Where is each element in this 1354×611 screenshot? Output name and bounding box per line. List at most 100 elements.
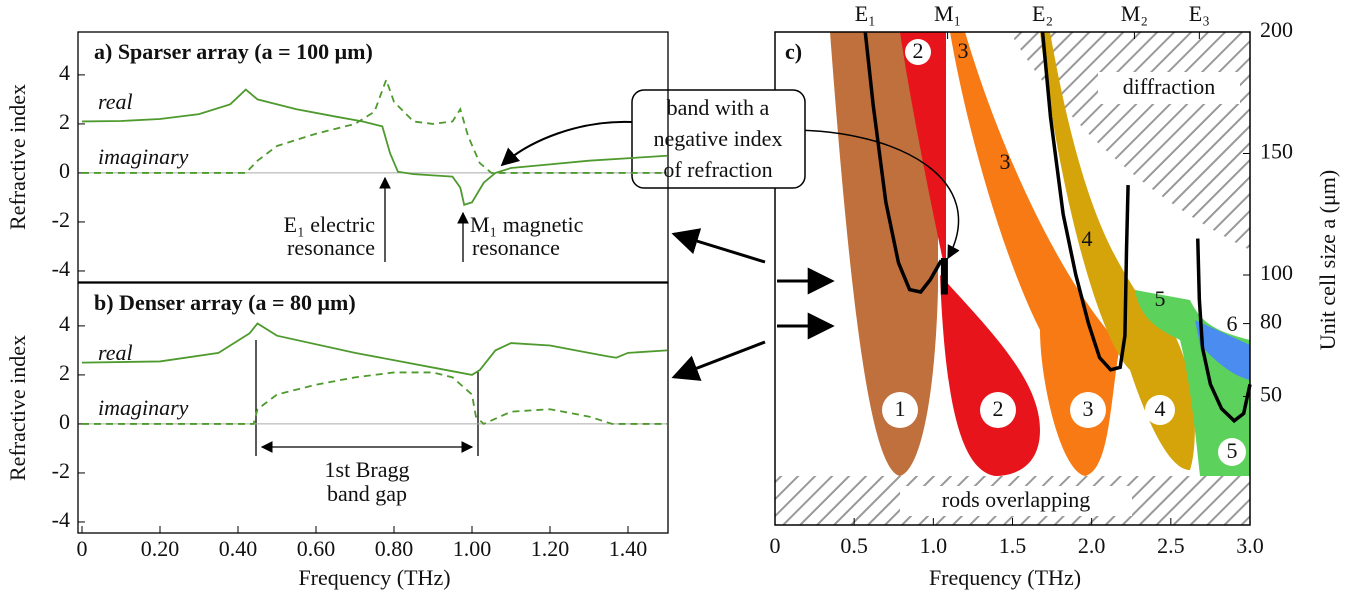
arrow	[500, 120, 633, 167]
callout-box	[631, 89, 806, 189]
band-label: 5	[1227, 438, 1238, 463]
callout-text: band with a	[667, 95, 770, 120]
band-label: 4	[1155, 396, 1166, 421]
x-tick-label: 0.60	[297, 536, 336, 561]
series-label: real	[98, 89, 133, 114]
frame	[77, 31, 669, 283]
y-tick-label: 0	[59, 409, 70, 434]
band-label: 2	[993, 396, 1004, 421]
x2-tick-label: E₃	[1189, 1, 1210, 26]
x-tick-label: 1.0	[920, 533, 948, 558]
x-tick-label: 3.0	[1236, 533, 1264, 558]
series-line	[82, 77, 667, 174]
arrow	[789, 129, 960, 260]
y-tick-label: 0	[59, 158, 70, 183]
band-label: 3	[1000, 149, 1011, 174]
x-tick-label: 2.5	[1157, 533, 1185, 558]
callout-text: negative index	[654, 126, 783, 151]
x-tick-label: 1.5	[999, 533, 1027, 558]
annotation: 1st Bragg	[325, 457, 410, 482]
band-label: 2	[913, 38, 924, 63]
band-label-circle	[1145, 395, 1175, 425]
band-label-circle	[1218, 438, 1246, 466]
callout-text: of refraction	[663, 157, 772, 182]
band-label: 6	[1227, 311, 1238, 336]
series-line	[1196, 238, 1252, 424]
band-label: 1	[895, 396, 906, 421]
x-tick-label: 0	[770, 533, 781, 558]
arrow	[671, 340, 766, 381]
x-tick-label: 0	[77, 536, 88, 561]
series-label: real	[98, 340, 133, 365]
band-label: 3	[958, 38, 969, 63]
y-tick-label: -2	[52, 207, 70, 232]
band-label-circle	[905, 39, 931, 65]
annotation: resonance	[472, 235, 560, 260]
panel-ab-annotations	[255, 176, 479, 456]
y-axis-label: Refractive index	[5, 84, 30, 230]
x2-tick-label: E₁	[855, 1, 876, 26]
series-line	[81, 88, 668, 206]
x-tick-label: 2.0	[1078, 533, 1106, 558]
region-label: rods overlapping	[942, 487, 1090, 512]
band-label-circle	[1070, 392, 1106, 428]
y-axis-label: Unit cell size a (μm)	[1315, 170, 1340, 350]
series-line	[81, 322, 668, 376]
y-tick-label: 150	[1260, 139, 1293, 164]
y-tick-label: 100	[1260, 260, 1293, 285]
x-tick-label: 0.20	[141, 536, 180, 561]
y-tick-label: 4	[59, 60, 70, 85]
x-tick-label: 0.40	[219, 536, 258, 561]
series-line	[1040, 31, 1130, 372]
y-tick-label: 200	[1260, 17, 1293, 42]
band-2	[940, 275, 1040, 476]
y-tick-label: 2	[59, 109, 70, 134]
x-tick-label: 1.40	[609, 536, 648, 561]
band-1	[830, 32, 938, 476]
x-tick-label: 0.80	[375, 536, 414, 561]
band-label-circle	[980, 392, 1016, 428]
x2-tick-label: E₂	[1032, 1, 1053, 26]
x2-tick-label: M₁	[934, 1, 961, 26]
panel-title: b) Denser array (a = 80 μm)	[94, 290, 356, 315]
arrow	[671, 228, 766, 264]
x-axis-label: Frequency (THz)	[929, 565, 1081, 590]
region-label-bg	[1098, 72, 1240, 104]
band-4	[1040, 32, 1195, 470]
band-2-upper	[900, 32, 946, 275]
annotation: E₁ electric	[284, 212, 376, 237]
series-label: imaginary	[98, 395, 189, 420]
arrows	[500, 120, 960, 381]
band-label-circle	[882, 392, 918, 428]
x-tick-label: 0.5	[840, 533, 868, 558]
y-tick-label: 50	[1260, 382, 1282, 407]
x-tick-label: 1.00	[453, 536, 492, 561]
panel-title: a) Sparser array (a = 100 μm)	[94, 39, 373, 64]
panel-c-bands	[774, 31, 1251, 526]
band-label: 4	[1082, 226, 1093, 251]
y-tick-label: -4	[52, 256, 70, 281]
band-label: 5	[1155, 286, 1166, 311]
band-3	[950, 32, 1120, 476]
y-tick-label: 4	[59, 311, 70, 336]
region-label-bg	[900, 486, 1132, 516]
y-axis-label: Refractive index	[5, 335, 30, 481]
panel-title: c)	[785, 39, 802, 64]
annotation: resonance	[287, 235, 375, 260]
series-label: imaginary	[98, 144, 189, 169]
annotation: M₁ magnetic	[470, 212, 584, 237]
x2-tick-label: M₂	[1121, 1, 1148, 26]
series-line	[863, 31, 943, 294]
annotation: band gap	[327, 481, 407, 506]
y-tick-label: -2	[52, 458, 70, 483]
x-axis-label: Frequency (THz)	[298, 565, 450, 590]
band-6	[1195, 320, 1250, 380]
region-label: diffraction	[1123, 74, 1215, 99]
x-tick-label: 1.20	[531, 536, 570, 561]
y-tick-label: -4	[52, 507, 70, 532]
series-line	[82, 371, 667, 425]
frame	[77, 282, 669, 534]
band-label: 3	[1083, 396, 1094, 421]
y-tick-label: 80	[1260, 309, 1282, 334]
